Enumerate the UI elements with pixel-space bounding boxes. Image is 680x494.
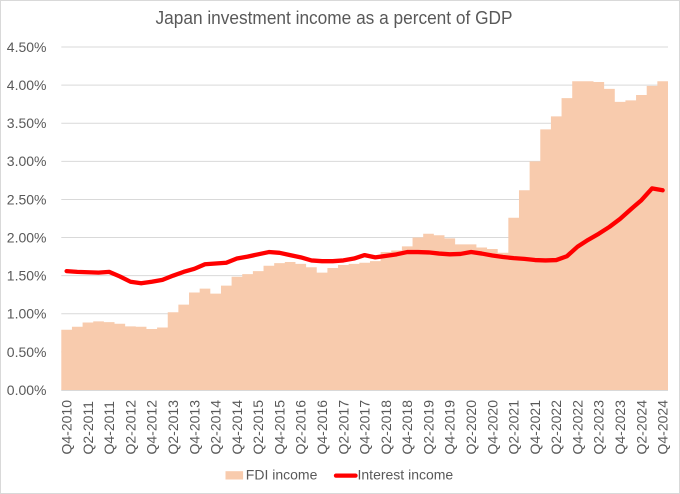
svg-text:Q4-2016: Q4-2016: [314, 400, 330, 455]
svg-text:Q2-2020: Q2-2020: [463, 400, 479, 455]
svg-text:Q2-2023: Q2-2023: [591, 400, 607, 455]
svg-text:Q4-2013: Q4-2013: [186, 400, 202, 455]
svg-text:Q2-2024: Q2-2024: [633, 400, 649, 455]
svg-text:Q4-2015: Q4-2015: [271, 400, 287, 455]
svg-text:4.00%: 4.00%: [7, 77, 47, 93]
svg-text:Q4-2014: Q4-2014: [229, 400, 245, 455]
svg-text:Q2-2011: Q2-2011: [80, 401, 96, 455]
svg-text:Q4-2012: Q4-2012: [144, 400, 160, 455]
svg-text:Q2-2018: Q2-2018: [378, 400, 394, 455]
svg-text:FDI income: FDI income: [246, 466, 318, 482]
svg-text:Q4-2023: Q4-2023: [612, 400, 628, 455]
svg-text:Q2-2019: Q2-2019: [420, 400, 436, 455]
svg-text:Q4-2017: Q4-2017: [357, 400, 373, 455]
svg-text:Interest income: Interest income: [358, 466, 454, 482]
svg-text:Q2-2013: Q2-2013: [165, 400, 181, 455]
svg-text:Q2-2022: Q2-2022: [548, 400, 564, 455]
svg-text:Q4-2019: Q4-2019: [442, 400, 458, 455]
svg-text:Q2-2017: Q2-2017: [335, 400, 351, 455]
svg-text:3.00%: 3.00%: [7, 153, 47, 169]
svg-text:Japan investment income as a p: Japan investment income as a percent of …: [156, 8, 513, 28]
svg-text:2.00%: 2.00%: [7, 229, 47, 245]
svg-text:3.50%: 3.50%: [7, 115, 47, 131]
svg-text:1.00%: 1.00%: [7, 306, 47, 322]
svg-text:Q2-2014: Q2-2014: [208, 400, 224, 455]
svg-text:Q2-2015: Q2-2015: [250, 400, 266, 455]
svg-text:Q4-2011: Q4-2011: [101, 401, 117, 455]
svg-text:Q2-2021: Q2-2021: [506, 400, 522, 455]
svg-text:Q4-2020: Q4-2020: [484, 400, 500, 455]
svg-text:Q2-2016: Q2-2016: [293, 400, 309, 455]
svg-text:0.00%: 0.00%: [7, 382, 47, 398]
svg-text:0.50%: 0.50%: [7, 344, 47, 360]
svg-text:1.50%: 1.50%: [7, 268, 47, 284]
svg-text:Q4-2024: Q4-2024: [655, 400, 671, 455]
svg-text:2.50%: 2.50%: [7, 191, 47, 207]
svg-text:Q4-2010: Q4-2010: [59, 400, 75, 455]
svg-text:Q4-2022: Q4-2022: [569, 400, 585, 455]
svg-text:Q4-2021: Q4-2021: [527, 400, 543, 455]
svg-text:4.50%: 4.50%: [7, 39, 47, 55]
svg-text:Q4-2018: Q4-2018: [399, 400, 415, 455]
svg-text:Q2-2012: Q2-2012: [122, 400, 138, 455]
